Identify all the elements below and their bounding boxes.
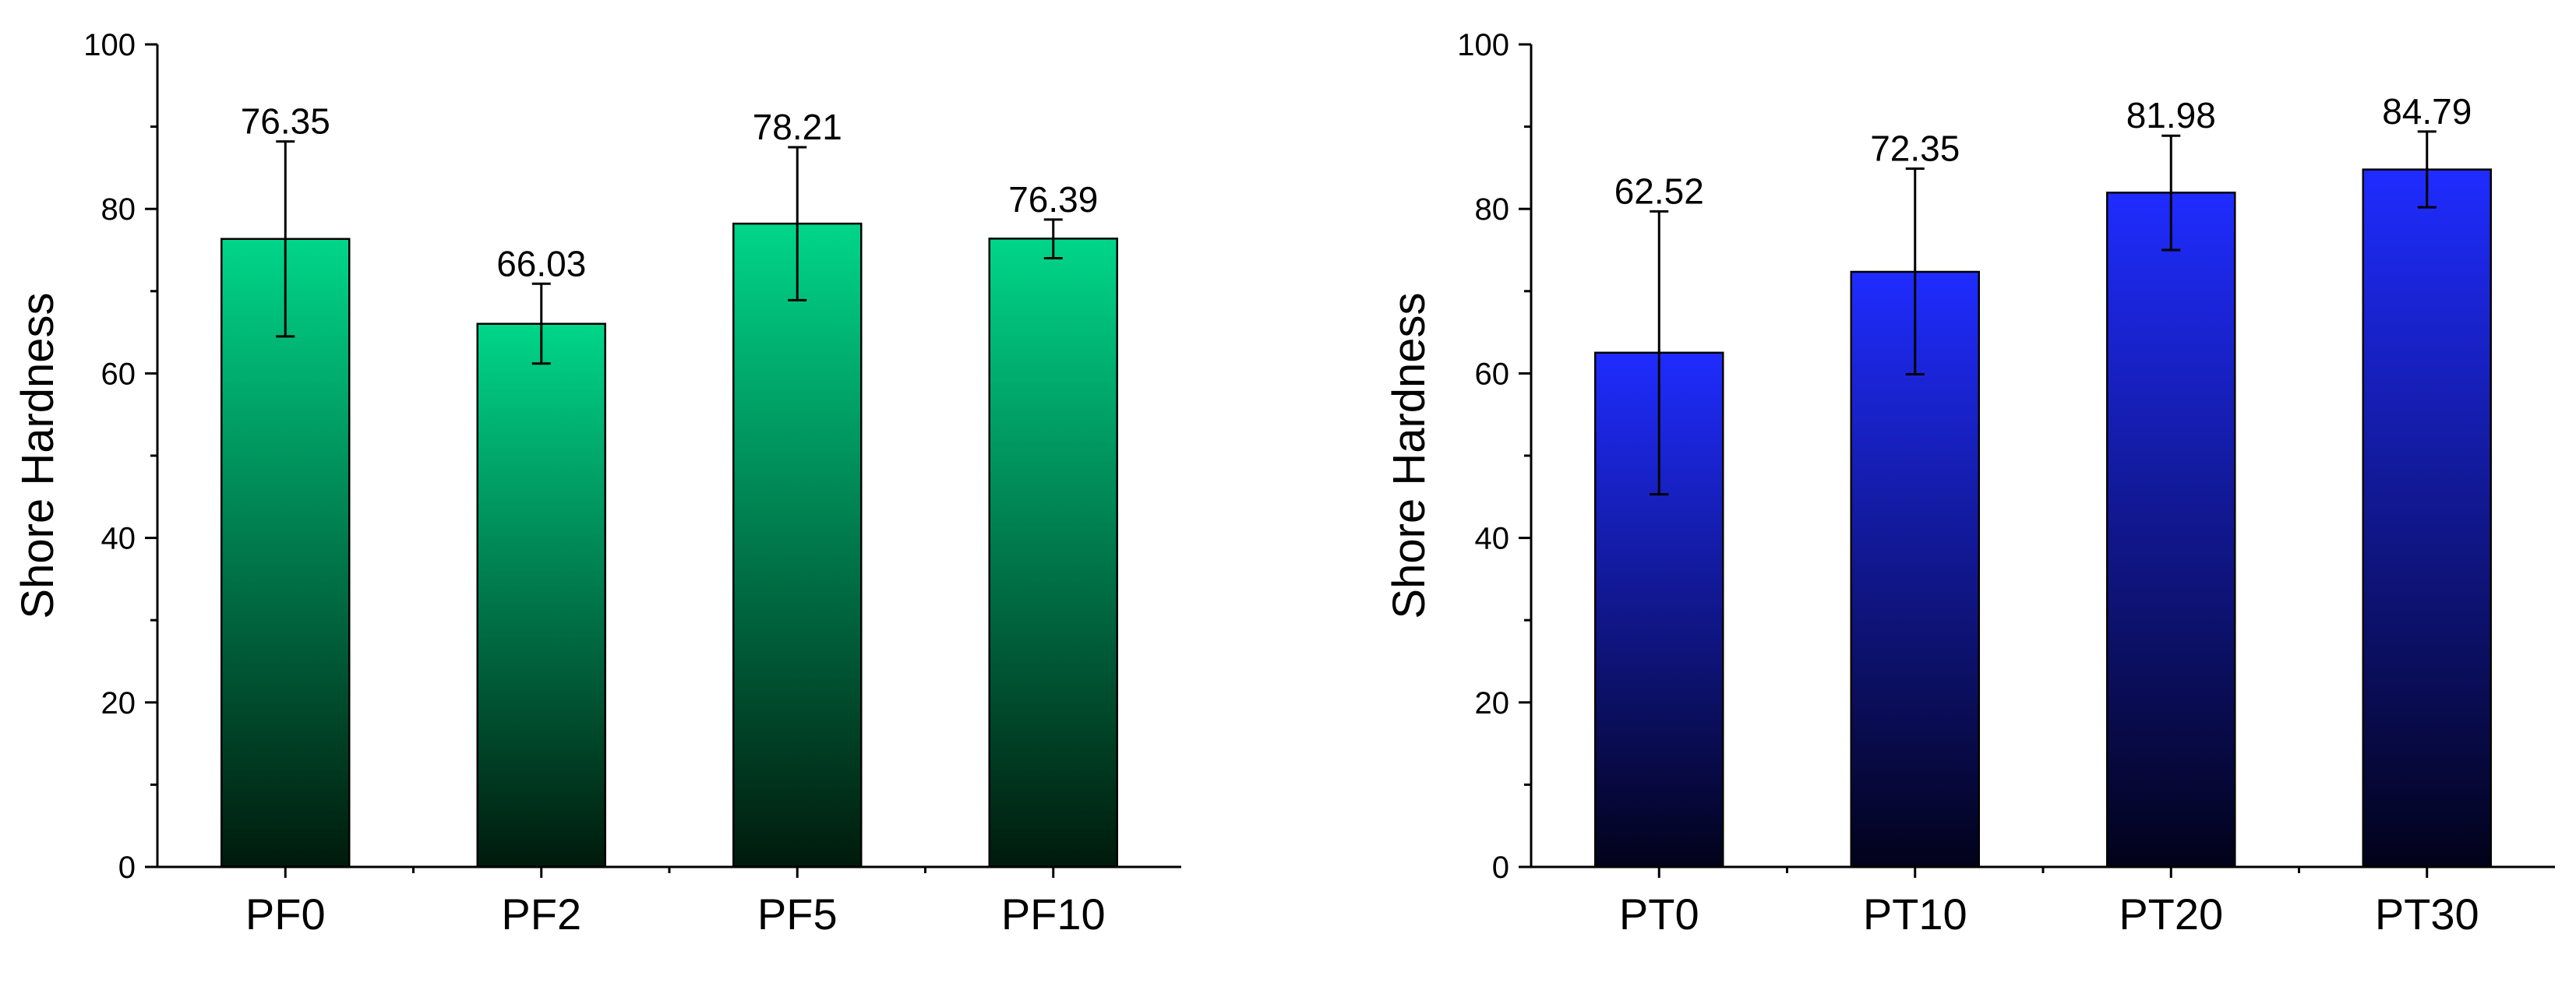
bar-pt20 (2106, 192, 2236, 868)
x-tick-label-pf10: PF10 (1001, 890, 1106, 939)
x-tick-label-pt10: PT10 (1863, 890, 1967, 939)
error-bar-pt0 (1650, 210, 1669, 496)
y-tick-label: 80 (101, 192, 136, 227)
x-tick-label-pf0: PF0 (245, 890, 326, 939)
value-label-pt20: 81.98 (2126, 95, 2216, 136)
error-bar-pt30 (2417, 130, 2437, 209)
y-tick-label: 60 (101, 357, 136, 391)
error-bar-pf2 (531, 282, 551, 365)
x-tick-label-pf5: PF5 (757, 890, 838, 939)
x-tick-label-pt20: PT20 (2119, 890, 2223, 939)
value-label-pf5: 78.21 (753, 107, 842, 147)
chart-pt-shore-hardness: 62.52 PT0 72.35 PT10 81.98 PT20 84.79 PT30 0 20 40… (1384, 28, 2555, 939)
y-tick-label: 0 (1492, 851, 1509, 885)
y-tick-label: 80 (1475, 192, 1510, 227)
x-tick-label-pf2: PF2 (501, 890, 581, 939)
value-label-pf0: 76.35 (241, 101, 330, 142)
value-label-pt0: 62.52 (1614, 171, 1704, 211)
x-tick-label-pt30: PT30 (2375, 890, 2479, 939)
bar-pt30 (2362, 168, 2492, 868)
error-bar-pt20 (2161, 134, 2181, 252)
y-tick-label: 100 (1457, 28, 1509, 62)
error-bar-pt10 (1905, 167, 1925, 375)
value-label-pt10: 72.35 (1870, 128, 1960, 168)
bar-pf10 (988, 238, 1118, 868)
y-tick-label: 40 (1475, 522, 1510, 556)
bar-pf5 (732, 222, 863, 868)
error-bar-pf5 (788, 146, 807, 301)
y-tick-label: 40 (101, 522, 136, 556)
bar-pf0 (221, 238, 351, 868)
error-bar-pf0 (276, 140, 295, 338)
y-tick-label: 0 (118, 851, 136, 885)
value-label-pf10: 76.39 (1008, 179, 1098, 220)
y-tick-label: 60 (1475, 357, 1510, 391)
error-bar-pf10 (1043, 218, 1063, 260)
y-axis-label: Shore Hardness (1384, 292, 1434, 618)
x-tick-label-pt0: PT0 (1619, 890, 1699, 939)
bar-pf2 (476, 322, 606, 868)
y-axis-label: Shore Hardness (12, 292, 63, 618)
value-label-pf2: 66.03 (496, 243, 586, 284)
y-tick-label: 20 (101, 686, 136, 720)
chart-pf-shore-hardness: 76.35 PF0 66.03 PF2 78.21 PF5 76.39 PF10 0 20 40 60… (12, 28, 1181, 939)
y-tick-label: 20 (1475, 686, 1510, 720)
y-tick-label: 100 (83, 28, 136, 62)
value-label-pt30: 84.79 (2382, 91, 2472, 132)
